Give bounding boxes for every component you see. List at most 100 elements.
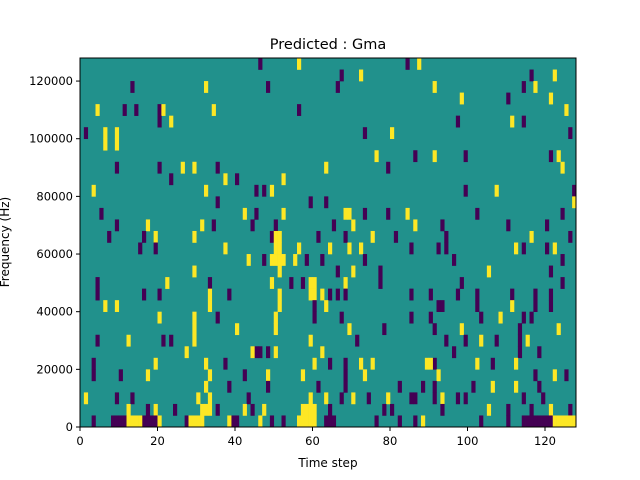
heatmap-cell-low bbox=[250, 403, 255, 416]
heatmap-cell-low bbox=[173, 403, 178, 416]
heatmap-cell-low bbox=[184, 415, 189, 428]
heatmap-cell-low bbox=[533, 369, 538, 382]
heatmap-cell-high bbox=[308, 277, 313, 289]
heatmap-cell-high bbox=[91, 184, 96, 197]
heatmap-cell-high bbox=[242, 207, 247, 220]
heatmap-cell-high bbox=[300, 415, 306, 428]
heatmap-cell-low bbox=[142, 415, 147, 428]
heatmap-cell-low bbox=[479, 311, 484, 324]
y-tick-label: 120000 bbox=[29, 74, 73, 88]
heatmap-cell-high bbox=[308, 334, 313, 347]
heatmap-cell-low bbox=[479, 415, 484, 428]
heatmap-cell-low bbox=[227, 288, 232, 301]
heatmap-cell-low bbox=[215, 196, 220, 209]
heatmap-cell-low bbox=[266, 81, 271, 93]
heatmap-cell-low bbox=[455, 288, 461, 301]
heatmap-cell-low bbox=[262, 184, 267, 197]
heatmap-cell-low bbox=[324, 415, 329, 428]
heatmap-cell-low bbox=[157, 115, 162, 128]
heatmap-cell-low bbox=[382, 403, 387, 416]
heatmap-cell-high bbox=[277, 265, 282, 278]
heatmap-cell-low bbox=[289, 277, 294, 289]
heatmap-cell-low bbox=[506, 219, 511, 232]
heatmap-cell-low bbox=[254, 184, 259, 197]
heatmap-cell-low bbox=[541, 415, 546, 428]
heatmap-cell-high bbox=[157, 311, 162, 324]
heatmap-cell-low bbox=[343, 369, 348, 382]
heatmap-cell-high bbox=[196, 392, 201, 405]
heatmap-cell-low bbox=[475, 300, 480, 312]
heatmap-cell-high bbox=[510, 300, 515, 312]
heatmap-cell-high bbox=[421, 415, 426, 428]
heatmap-cell-high bbox=[572, 196, 577, 209]
heatmap-cell-low bbox=[568, 127, 573, 140]
heatmap-cell-high bbox=[459, 323, 464, 336]
heatmap-cell-high bbox=[103, 138, 108, 151]
heatmap-cell-high bbox=[486, 265, 492, 278]
heatmap-cell-low bbox=[393, 230, 399, 243]
heatmap-cell-high bbox=[343, 207, 348, 220]
heatmap-cell-high bbox=[262, 403, 267, 416]
heatmap-cell-high bbox=[548, 92, 554, 105]
heatmap-cell-low bbox=[521, 242, 526, 255]
heatmap-cell-high bbox=[370, 230, 375, 243]
heatmap-cell-low bbox=[328, 357, 333, 370]
heatmap-cell-low bbox=[537, 346, 542, 359]
heatmap-cell-low bbox=[362, 254, 368, 266]
heatmap-cell-low bbox=[258, 346, 263, 359]
heatmap-cell-high bbox=[347, 242, 352, 255]
heatmap-cell-low bbox=[444, 334, 449, 347]
heatmap-cell-low bbox=[459, 277, 464, 289]
x-axis-label: Time step bbox=[297, 456, 357, 470]
heatmap-cell-low bbox=[517, 323, 523, 336]
heatmap-cell-high bbox=[533, 81, 538, 93]
heatmap-cell-low bbox=[432, 323, 437, 336]
heatmap-cell-high bbox=[486, 403, 492, 416]
heatmap-cell-high bbox=[436, 369, 441, 382]
heatmap-cell-low bbox=[378, 277, 383, 289]
heatmap-cell-low bbox=[107, 230, 112, 243]
heatmap-cell-high bbox=[207, 288, 213, 301]
heatmap-cell-high bbox=[390, 127, 395, 140]
y-tick-label: 0 bbox=[66, 420, 73, 434]
heatmap-cell-low bbox=[397, 380, 402, 393]
heatmap-cell-high bbox=[153, 357, 158, 370]
heatmap-cell-low bbox=[517, 346, 523, 359]
heatmap-cell-high bbox=[169, 115, 174, 128]
heatmap-cell-low bbox=[331, 415, 337, 428]
heatmap-cell-high bbox=[564, 415, 569, 428]
heatmap-cell-low bbox=[545, 415, 550, 428]
heatmap-cell-low bbox=[390, 403, 395, 416]
heatmap-cell-low bbox=[374, 415, 379, 428]
heatmap-cell-low bbox=[366, 392, 371, 405]
heatmap-cell-low bbox=[529, 311, 534, 324]
heatmap-cell-high bbox=[308, 392, 313, 405]
heatmap-cell-high bbox=[300, 403, 306, 416]
heatmap-cell-low bbox=[215, 403, 220, 416]
heatmap-cell-high bbox=[204, 357, 209, 370]
heatmap-cell-low bbox=[324, 196, 329, 209]
heatmap-cell-high bbox=[269, 254, 275, 266]
heatmap-cell-low bbox=[308, 196, 313, 209]
heatmap-cell-high bbox=[428, 357, 433, 370]
heatmap-cell-high bbox=[130, 415, 135, 428]
heatmap-cell-low bbox=[312, 311, 317, 324]
heatmap-cell-low bbox=[436, 242, 441, 255]
heatmap-cell-low bbox=[316, 230, 321, 243]
heatmap-cell-low bbox=[362, 127, 368, 140]
heatmap-cell-high bbox=[223, 173, 228, 186]
heatmap-cell-high bbox=[320, 288, 325, 301]
heatmap-cell-high bbox=[293, 254, 298, 266]
heatmap-cell-low bbox=[118, 369, 123, 382]
y-tick-label: 20000 bbox=[36, 362, 73, 376]
heatmap-cell-high bbox=[556, 415, 561, 428]
heatmap-cell-low bbox=[362, 207, 368, 220]
heatmap-cell-low bbox=[231, 415, 236, 428]
heatmap-cell-low bbox=[409, 242, 414, 255]
heatmap-cell-high bbox=[312, 403, 317, 416]
heatmap-cell-high bbox=[568, 415, 573, 428]
heatmap-cell-low bbox=[560, 207, 565, 220]
heatmap-cell-high bbox=[277, 230, 282, 243]
heatmap-cell-low bbox=[130, 81, 135, 93]
